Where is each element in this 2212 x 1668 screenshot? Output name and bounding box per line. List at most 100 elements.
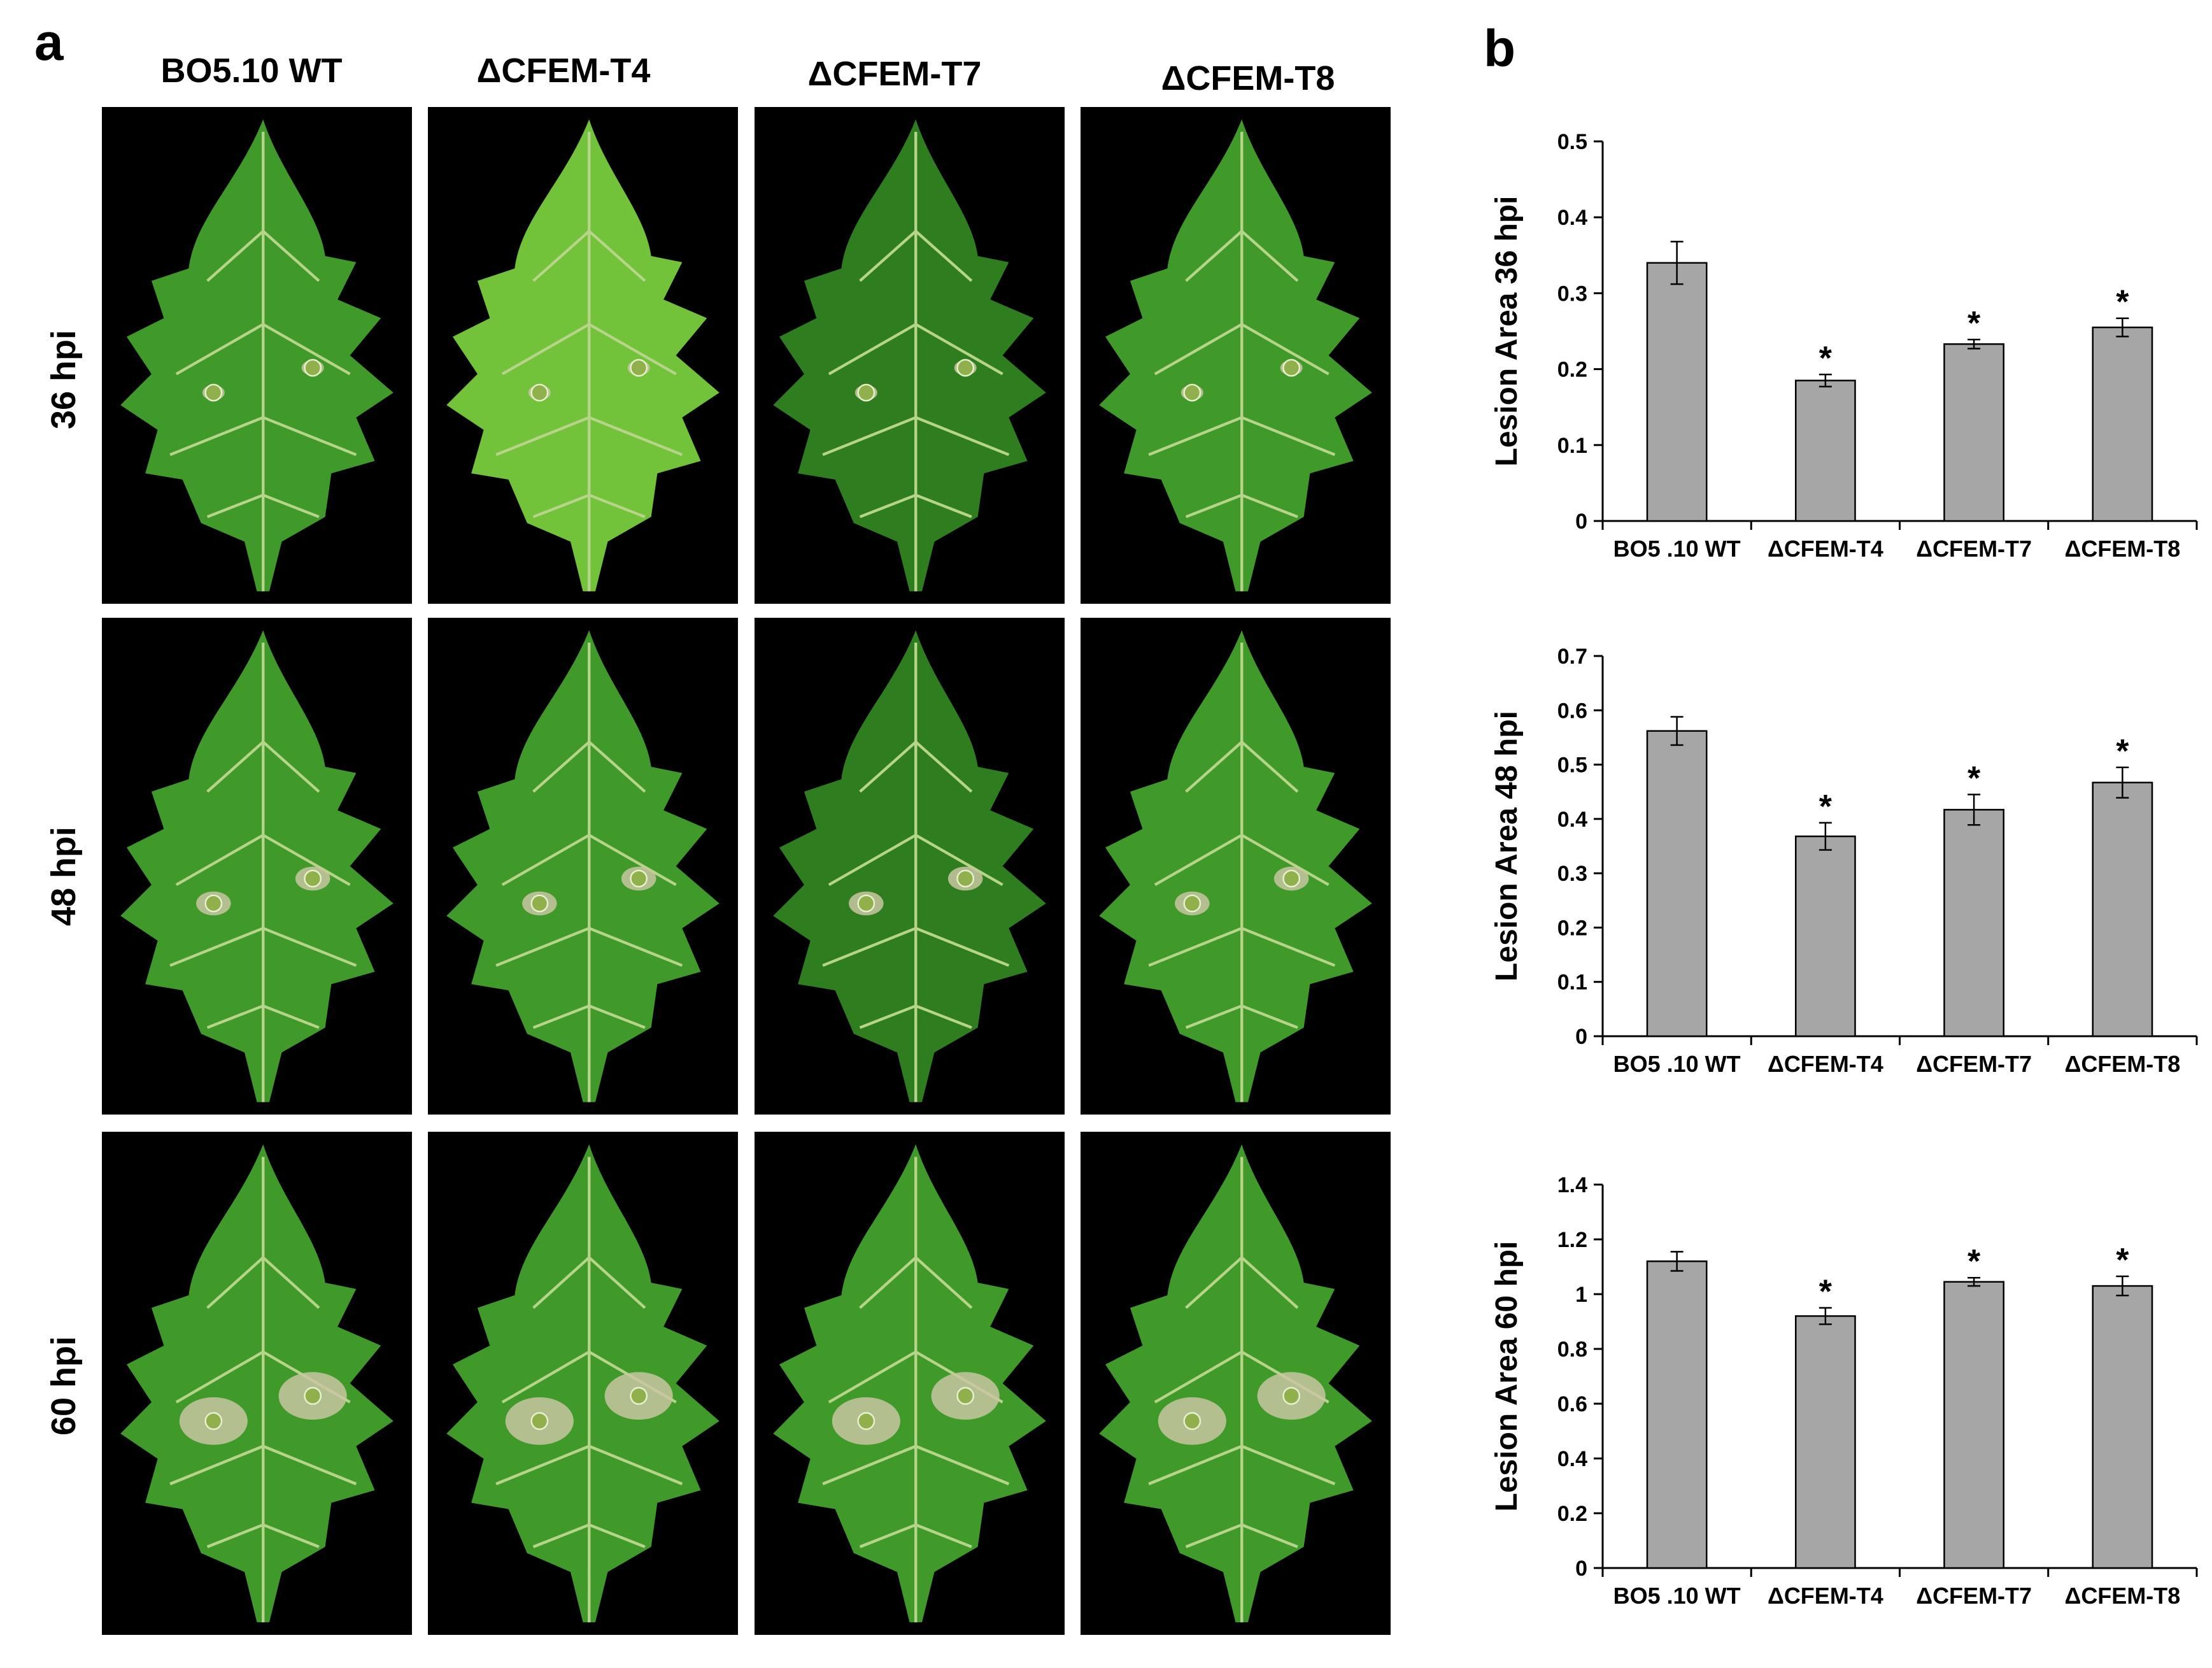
x-tick-label: ΔCFEM-T7 (1916, 1051, 2032, 1077)
leaf-shape (773, 119, 1046, 592)
leaf-photo-60hpi-t4 (428, 1132, 738, 1635)
inoculum-droplet (857, 894, 876, 913)
inoculum-droplet (530, 894, 549, 913)
bar (1794, 380, 1856, 522)
x-tick-label: ΔCFEM-T7 (1916, 1583, 2032, 1609)
y-axis-label: Lesion Area 48 hpi (1490, 711, 1524, 981)
significance-marker: * (1967, 1243, 1981, 1280)
y-tick-label: 0.6 (1557, 1392, 1587, 1416)
bar (1646, 730, 1708, 1037)
column-header-t8: ΔCFEM-T8 (1161, 59, 1335, 97)
leaf-shape (120, 1144, 393, 1623)
panel-label-a: a (34, 13, 64, 71)
inoculum-droplet (956, 1386, 975, 1405)
y-tick-label: 0.5 (1557, 130, 1587, 154)
significance-marker: * (2116, 733, 2129, 770)
leaf-shape (120, 119, 393, 592)
inoculum-droplet (1282, 869, 1301, 888)
x-tick-label: BO5 .10 WT (1613, 1583, 1741, 1609)
x-tick-label: ΔCFEM-T4 (1768, 1583, 1883, 1609)
inoculum-droplet (304, 359, 322, 377)
leaf-photo-60hpi-t7 (755, 1132, 1065, 1635)
leaf-veins (169, 132, 357, 592)
leaf-photo-36hpi-wt (102, 107, 412, 604)
inoculum-droplet (304, 1386, 322, 1405)
inoculum-droplet (630, 359, 648, 377)
column-header-t7: ΔCFEM-T7 (807, 55, 982, 93)
leaf-shape (773, 630, 1046, 1102)
x-tick-label: ΔCFEM-T8 (2064, 1583, 2180, 1609)
y-tick-label: 0.5 (1557, 753, 1587, 778)
y-tick-label: 0.2 (1557, 1502, 1587, 1526)
y-tick-label: 0.3 (1557, 282, 1587, 306)
leaf-photo-48hpi-t7 (755, 618, 1065, 1115)
inoculum-droplet (857, 1412, 876, 1430)
leaf-photo-48hpi-wt (102, 618, 412, 1115)
y-tick-label: 0.2 (1557, 358, 1587, 382)
inoculum-droplet (857, 383, 876, 402)
inoculum-droplet (530, 1412, 549, 1430)
leaf-photo-60hpi-t8 (1081, 1132, 1391, 1635)
inoculum-droplet (204, 383, 223, 402)
y-axis-label: Lesion Area 36 hpi (1490, 196, 1524, 466)
y-tick-label: 0 (1575, 510, 1587, 534)
leaf-shape (446, 1144, 720, 1623)
bar (1794, 1315, 1856, 1569)
significance-marker: * (1967, 305, 1981, 342)
leaf-photo-48hpi-t8 (1081, 618, 1391, 1115)
leaf-veins (822, 132, 1010, 592)
leaf-shape (446, 630, 720, 1102)
leaf-shape (773, 1144, 1046, 1623)
y-tick-label: 0.6 (1557, 699, 1587, 723)
y-tick-label: 0.3 (1557, 862, 1587, 886)
x-tick-label: ΔCFEM-T4 (1768, 1051, 1883, 1077)
x-tick-label: BO5 .10 WT (1613, 1051, 1741, 1077)
leaf-shape (1099, 630, 1372, 1102)
y-tick-label: 0.4 (1557, 808, 1587, 832)
x-tick-label: ΔCFEM-T7 (1916, 536, 2032, 562)
leaf-veins (495, 132, 683, 592)
leaf-photo-36hpi-t7 (755, 107, 1065, 604)
x-tick-label: ΔCFEM-T8 (2064, 1051, 2180, 1077)
x-tick-label: ΔCFEM-T4 (1768, 536, 1883, 562)
y-tick-label: 1.2 (1557, 1228, 1587, 1252)
charts-svg: 0 0.1 0.2 0.3 0.4 0.5 Lesion Area 36 hpi BO5 .1… (1490, 130, 2198, 1609)
x-tick-label: ΔCFEM-T8 (2064, 536, 2180, 562)
significance-marker: * (2116, 1242, 2129, 1279)
bar (2092, 326, 2153, 522)
y-tick-label: 0.8 (1557, 1337, 1587, 1362)
leaf-shape (1099, 1144, 1372, 1623)
bar (2092, 781, 2153, 1037)
significance-marker: * (2116, 284, 2129, 321)
y-tick-label: 0.1 (1557, 971, 1587, 995)
bar (1646, 262, 1708, 522)
inoculum-droplet (1183, 894, 1202, 913)
panel-label-b: b (1484, 20, 1516, 78)
row-label-48hpi: 48 hpi (45, 826, 83, 927)
leaf-veins (169, 643, 357, 1102)
inoculum-droplet (304, 869, 322, 888)
leaf-photo-60hpi-wt (102, 1132, 412, 1635)
leaf-veins (1148, 643, 1336, 1102)
leaf-shape (120, 630, 393, 1102)
bar (2092, 1285, 2153, 1569)
significance-marker: * (1967, 760, 1981, 797)
inoculum-droplet (630, 1386, 648, 1405)
inoculum-droplet (1183, 383, 1202, 402)
significance-marker: * (1819, 1274, 1833, 1311)
y-tick-label: 0.2 (1557, 916, 1587, 940)
inoculum-droplet (630, 869, 648, 888)
leaf-shape (446, 119, 720, 592)
leaf-veins (495, 643, 683, 1102)
y-tick-label: 1.4 (1557, 1173, 1587, 1197)
significance-marker: * (1819, 788, 1833, 825)
inoculum-droplet (1183, 1412, 1202, 1430)
inoculum-droplet (1282, 359, 1301, 377)
leaf-photo-48hpi-t4 (428, 618, 738, 1115)
significance-marker: * (1819, 340, 1833, 377)
leaf-shape (1099, 119, 1372, 592)
y-tick-label: 0.4 (1557, 1447, 1587, 1471)
leaf-photo-36hpi-t8 (1081, 107, 1391, 604)
bar (1943, 809, 2005, 1037)
row-label-60hpi: 60 hpi (45, 1336, 83, 1436)
